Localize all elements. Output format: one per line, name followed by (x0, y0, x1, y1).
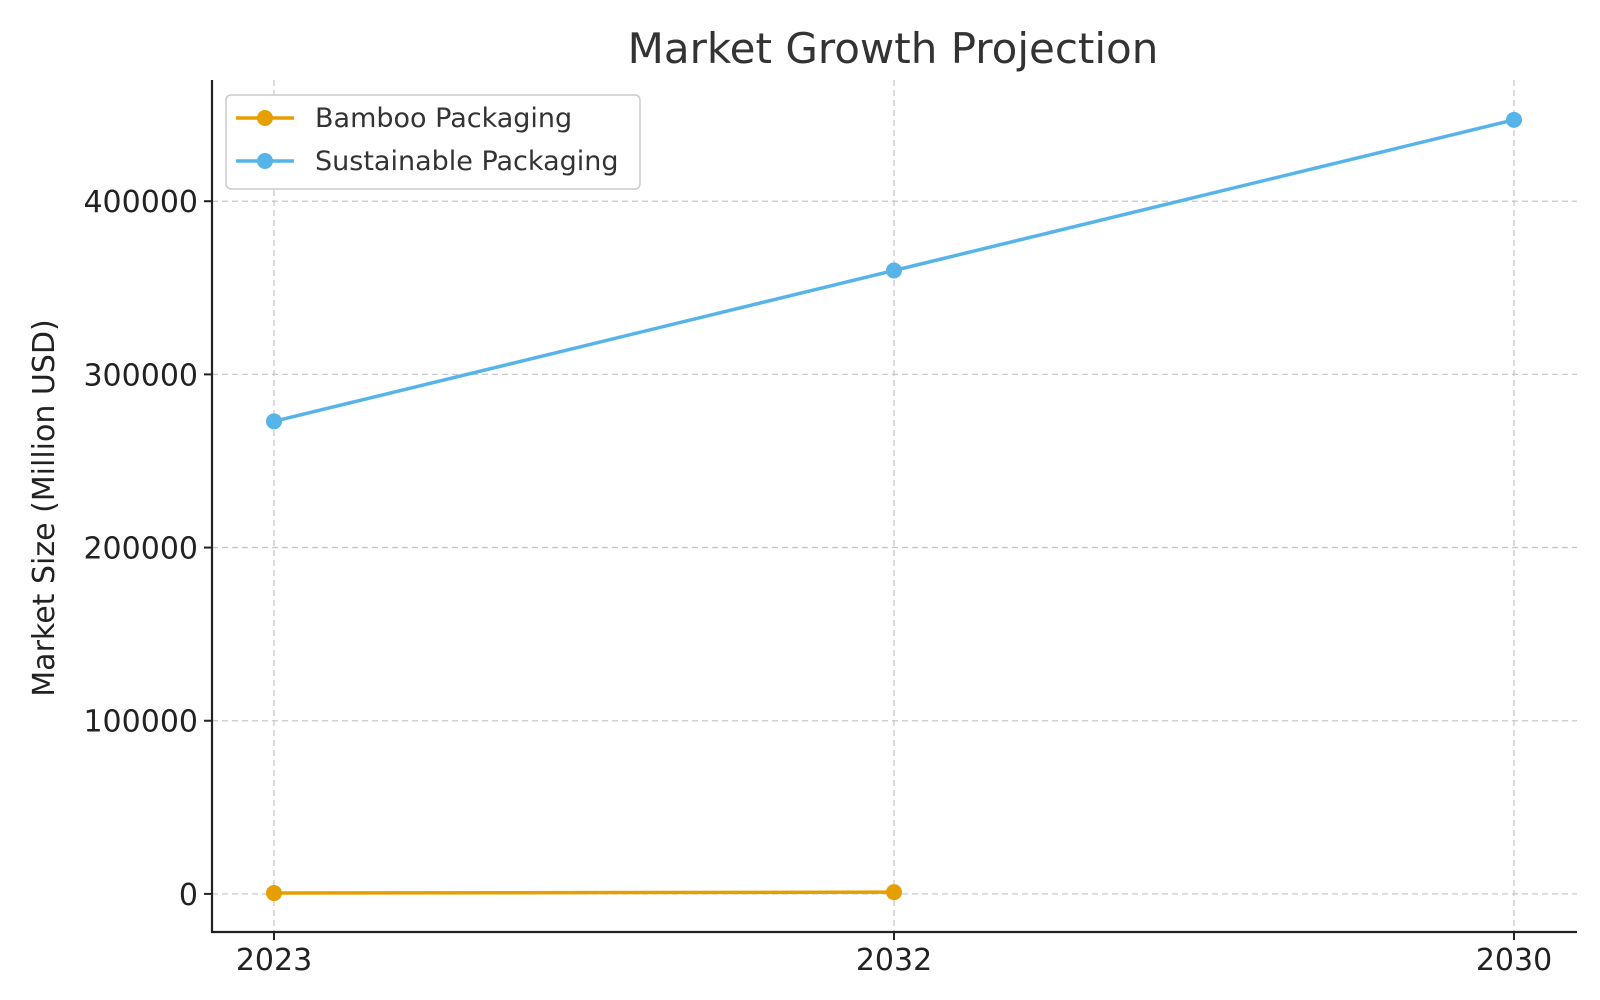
y-tick-label: 200000 (83, 532, 198, 567)
data-point (886, 884, 902, 901)
series-layer (266, 111, 1522, 902)
x-tick-label: 2032 (856, 943, 932, 978)
legend-swatch-marker (257, 110, 273, 126)
y-tick-label: 400000 (83, 185, 198, 220)
data-point (886, 262, 902, 279)
data-point (266, 413, 282, 430)
data-point (266, 885, 282, 902)
series-line-0 (273, 890, 895, 895)
y-tick-label: 0 (179, 878, 198, 913)
legend-box (225, 94, 641, 190)
legend-swatch-marker (257, 153, 273, 169)
axis-spines (210, 80, 1577, 934)
y-axis-label: Market Size (Million USD) (27, 319, 62, 696)
legend-label: Sustainable Packaging (315, 146, 619, 177)
x-tick-label: 2030 (1476, 943, 1552, 978)
tick-labels: 0 100000 200000 300000 400000 2023 2032 2030 (83, 185, 1552, 978)
axes (210, 80, 1577, 934)
legend-label: Bamboo Packaging (315, 103, 572, 134)
x-tick-label: 2023 (236, 943, 312, 978)
y-tick-label: 100000 (83, 705, 198, 740)
legend: Bamboo Packaging Sustainable Packaging (225, 94, 641, 190)
data-point (1506, 111, 1522, 128)
grid (212, 80, 1577, 932)
y-tick-label: 300000 (83, 358, 198, 393)
chart-title: Market Growth Projection (628, 24, 1159, 73)
